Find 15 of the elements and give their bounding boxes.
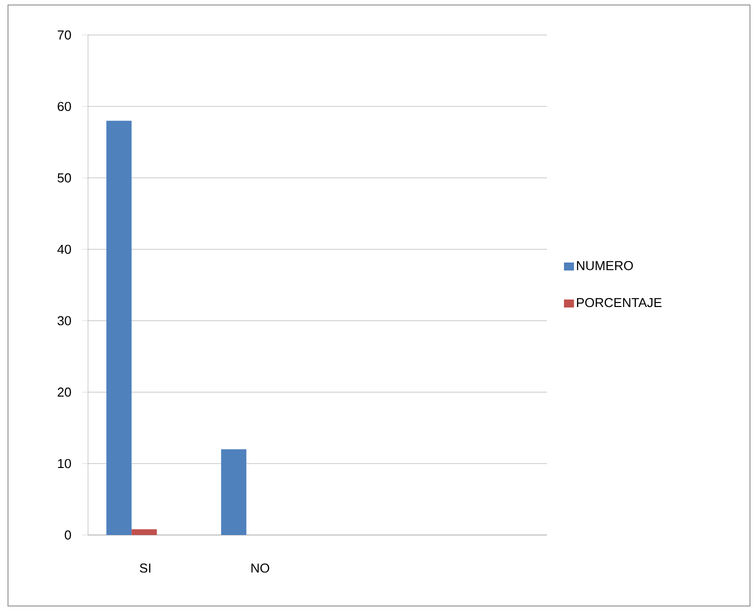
bar xyxy=(132,529,157,535)
y-tick-label: 50 xyxy=(58,173,71,182)
y-tick-label: 70 xyxy=(58,30,71,40)
y-tick-label: 40 xyxy=(57,244,71,254)
y-tick-label: 20 xyxy=(58,388,71,397)
y-tick-label: 60 xyxy=(58,102,71,112)
y-tick-label: 30 xyxy=(58,316,71,326)
x-tick-label: SI xyxy=(140,564,150,573)
y-tick-label: 0 xyxy=(64,530,71,540)
bar xyxy=(221,449,246,535)
y-tick-label: 10 xyxy=(58,458,71,468)
legend-label: PORCENTAJE xyxy=(577,298,662,308)
legend-label: NUMERO xyxy=(577,261,633,270)
bar xyxy=(106,120,132,535)
x-tick-label: NO xyxy=(251,564,270,573)
